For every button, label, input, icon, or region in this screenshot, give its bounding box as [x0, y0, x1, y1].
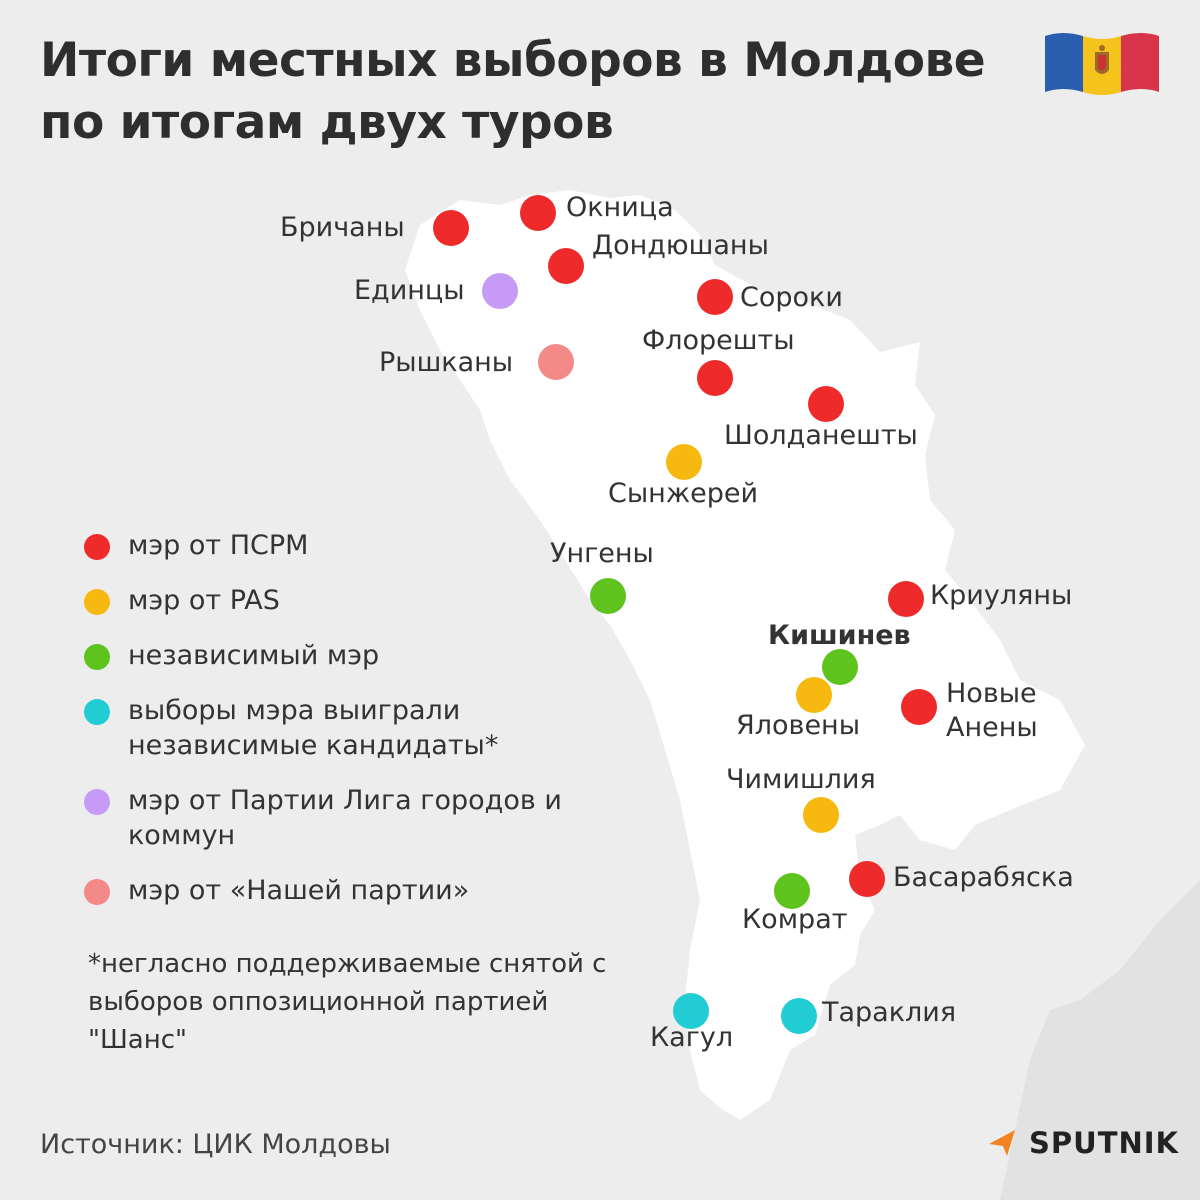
legend-dot: [84, 879, 110, 905]
flag-stripe-red: [1121, 33, 1159, 92]
legend: мэр от ПСРМ мэр от PAS независимый мэр выбо…: [84, 528, 604, 928]
city-label: Новые Анены: [946, 678, 1038, 743]
legend-dot: [84, 789, 110, 815]
capital-label: Кишинев: [768, 620, 911, 651]
city-marker: [673, 993, 709, 1029]
city-label: Сынжерей: [608, 478, 759, 509]
city-label: Окница: [566, 192, 674, 223]
sputnik-brand: SPUTNIK: [985, 1124, 1179, 1162]
brand-name: SPUTNIK: [1029, 1126, 1180, 1160]
legend-label: мэр от Партии Лига городов и коммун: [128, 785, 562, 851]
city-marker: [590, 578, 626, 614]
city-marker: [888, 581, 924, 617]
city-label: Яловены: [736, 710, 861, 741]
city-label: Тараклия: [822, 997, 957, 1028]
legend-dot: [84, 699, 110, 725]
legend-dot: [84, 589, 110, 615]
legend-item-our-party: мэр от «Нашей партии»: [84, 873, 604, 908]
city-marker: [520, 195, 556, 231]
city-label: Чимишлия: [726, 764, 876, 795]
city-marker: [781, 998, 817, 1034]
city-label: Криуляны: [930, 580, 1073, 611]
legend-dot: [84, 534, 110, 560]
city-marker: [538, 344, 574, 380]
legend-label: мэр от ПСРМ: [128, 530, 309, 561]
city-label: Бричаны: [280, 212, 405, 243]
city-label: Рышканы: [379, 347, 514, 378]
moldova-flag-icon: [1045, 33, 1159, 95]
city-marker: [774, 873, 810, 909]
source-note: Источник: ЦИК Молдовы: [40, 1129, 391, 1160]
neighbor-territory: [1000, 880, 1200, 1200]
city-label: Шолданешты: [724, 420, 918, 451]
city-marker: [482, 273, 518, 309]
city-label: Флорешты: [642, 325, 795, 356]
sputnik-logo-icon: [989, 1130, 1015, 1156]
city-label: Единцы: [354, 275, 465, 306]
city-marker: [666, 444, 702, 480]
city-label: Сороки: [740, 282, 843, 313]
legend-label: выборы мэра выиграли независимые кандида…: [128, 695, 499, 761]
moldova-outline: [405, 190, 1085, 1120]
city-label: Дондюшаны: [592, 230, 769, 261]
flag-stripe-blue: [1045, 33, 1083, 92]
city-marker: [901, 689, 937, 725]
city-marker: [697, 279, 733, 315]
footnote: *негласно поддерживаемые снятой с выборо…: [88, 949, 607, 1055]
city-label: Унгены: [550, 538, 654, 569]
city-marker: [803, 797, 839, 833]
legend-label: мэр от «Нашей партии»: [128, 875, 470, 906]
city-marker: [433, 210, 469, 246]
coat-of-arms-icon: [1095, 45, 1109, 74]
city-label: Басарабяска: [893, 862, 1074, 893]
legend-label: мэр от PAS: [128, 585, 280, 616]
city-label: Кагул: [650, 1022, 734, 1053]
legend-dot: [84, 644, 110, 670]
legend-item-independent-candidates: выборы мэра выиграли независимые кандида…: [84, 693, 604, 763]
city-marker: [796, 677, 832, 713]
title-line-2: по итогам двух туров: [40, 95, 614, 150]
page-title: Итоги местных выборов в Молдове по итога…: [40, 30, 1030, 154]
city-marker: [808, 386, 844, 422]
title-line-1: Итоги местных выборов в Молдове: [40, 33, 986, 88]
legend-item-psrm: мэр от ПСРМ: [84, 528, 604, 563]
city-marker: [822, 649, 858, 685]
city-marker: [697, 360, 733, 396]
legend-item-independent: независимый мэр: [84, 638, 604, 673]
legend-item-pas: мэр от PAS: [84, 583, 604, 618]
legend-label: независимый мэр: [128, 640, 380, 671]
city-marker: [849, 861, 885, 897]
city-marker: [548, 248, 584, 284]
legend-item-league: мэр от Партии Лига городов и коммун: [84, 783, 604, 853]
city-label: Комрат: [742, 904, 848, 935]
